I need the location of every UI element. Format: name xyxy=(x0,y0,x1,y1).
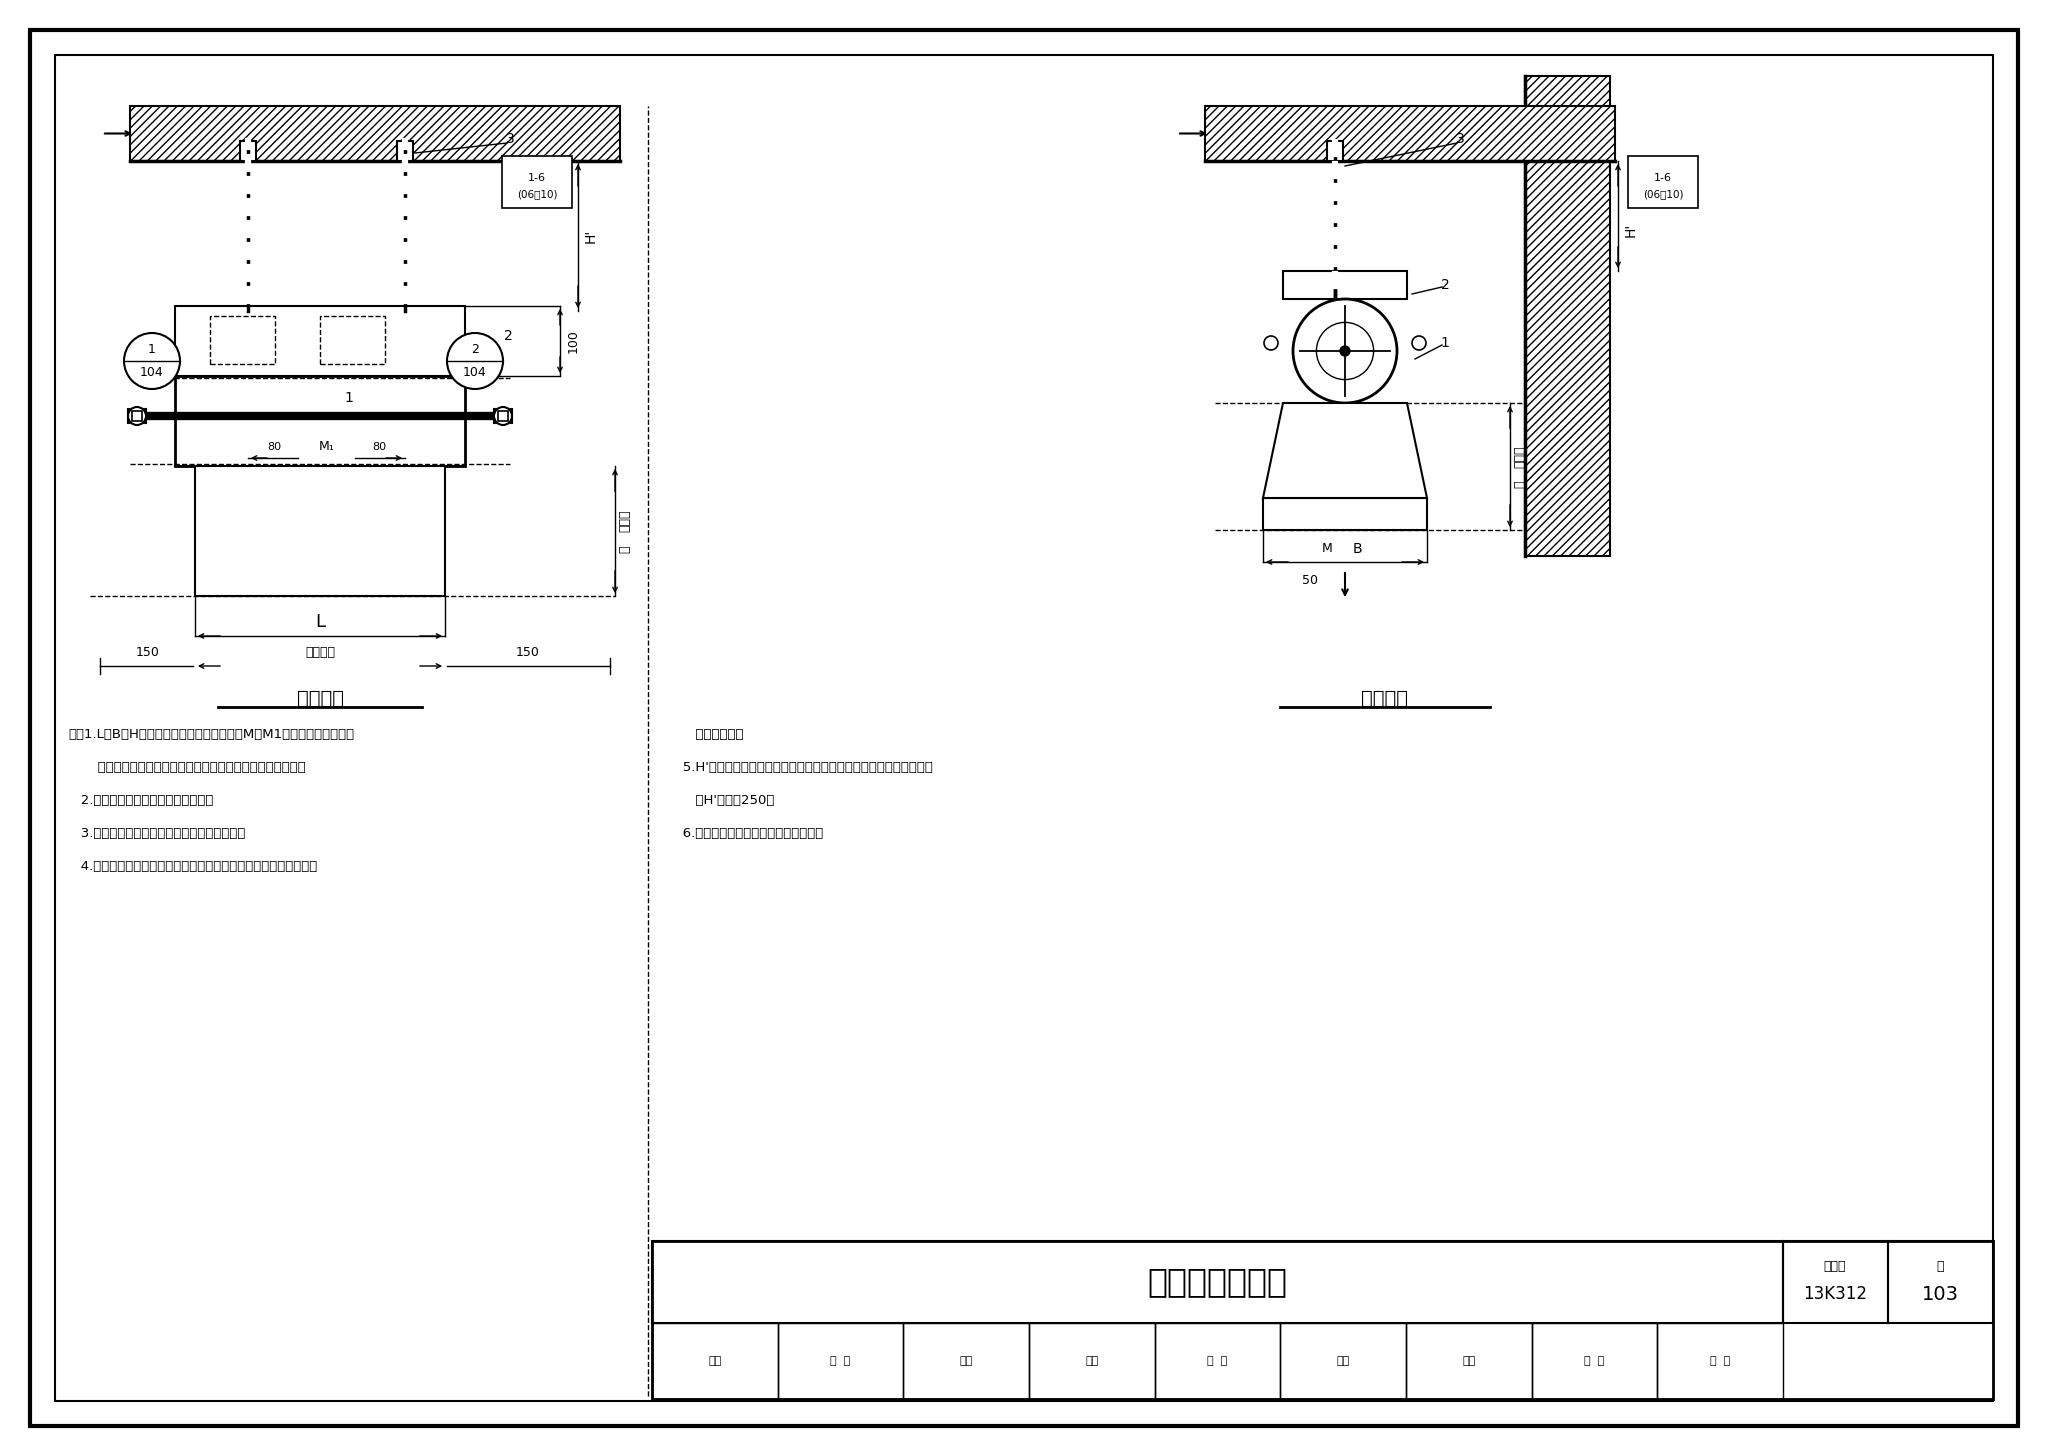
Bar xyxy=(319,316,385,364)
Text: 1-6: 1-6 xyxy=(1655,173,1671,183)
Text: 成  藻: 成 藻 xyxy=(1710,1356,1731,1366)
Text: 图集号: 图集号 xyxy=(1825,1259,1845,1273)
Bar xyxy=(211,316,274,364)
Text: 100: 100 xyxy=(567,329,580,352)
Text: 2: 2 xyxy=(471,344,479,357)
Bar xyxy=(498,411,508,421)
Text: B: B xyxy=(1352,542,1362,556)
Circle shape xyxy=(494,408,512,425)
Bar xyxy=(1888,1241,1993,1324)
Text: H': H' xyxy=(1624,223,1638,237)
Bar xyxy=(1282,271,1407,298)
Bar xyxy=(397,141,414,162)
Text: 1-6: 1-6 xyxy=(528,173,547,183)
Text: 悬吊安装（一）: 悬吊安装（一） xyxy=(1147,1265,1288,1299)
Text: 150: 150 xyxy=(135,646,160,660)
Text: 5.H'为机组顶部与梁（屋面板、楼板）底的距离，由工程设计确定，: 5.H'为机组顶部与梁（屋面板、楼板）底的距离，由工程设计确定， xyxy=(670,761,934,775)
Text: 80: 80 xyxy=(373,443,387,451)
Bar xyxy=(1526,76,1610,556)
Circle shape xyxy=(1339,347,1350,357)
Bar xyxy=(1784,1241,1888,1324)
Text: 1: 1 xyxy=(1440,336,1450,349)
Bar xyxy=(903,1324,1028,1399)
Bar xyxy=(651,1241,1784,1324)
Text: 104: 104 xyxy=(139,365,164,379)
Bar xyxy=(651,1324,778,1399)
Bar xyxy=(502,156,571,208)
Text: 校对: 校对 xyxy=(1085,1356,1098,1366)
Text: 正立面图: 正立面图 xyxy=(297,689,344,708)
Text: 认识: 认识 xyxy=(1337,1356,1350,1366)
Text: 1: 1 xyxy=(344,392,352,405)
Circle shape xyxy=(1292,298,1397,403)
Bar xyxy=(778,1324,903,1399)
Text: 3: 3 xyxy=(1456,132,1464,146)
Text: 侧立面图: 侧立面图 xyxy=(1362,689,1409,708)
Bar xyxy=(1155,1324,1280,1399)
Bar xyxy=(127,409,145,424)
Text: 拉杆等方式。: 拉杆等方式。 xyxy=(670,728,743,741)
Text: 103: 103 xyxy=(1921,1284,1958,1303)
Bar xyxy=(1028,1324,1155,1399)
Bar xyxy=(1532,1324,1657,1399)
Bar xyxy=(1628,156,1698,208)
Bar xyxy=(195,466,444,596)
Text: 3: 3 xyxy=(506,132,514,146)
Bar xyxy=(240,141,256,162)
Text: 注：1.L、B、H分别为空气幕的长、宽、高，M、M1为空气幕固定螺栓相: 注：1.L、B、H分别为空气幕的长、宽、高，M、M1为空气幕固定螺栓相 xyxy=(68,728,354,741)
Text: 2: 2 xyxy=(1440,278,1450,293)
Text: 幅: 幅 xyxy=(618,545,631,553)
Bar xyxy=(174,306,465,376)
Bar xyxy=(1657,1324,1784,1399)
Text: 出入口: 出入口 xyxy=(618,510,631,533)
Text: 4.吊杆应采取防止晃动的措施，可根据施工现场情况，采用拉索、: 4.吊杆应采取防止晃动的措施，可根据施工现场情况，采用拉索、 xyxy=(68,860,317,874)
Text: H': H' xyxy=(584,229,598,243)
Text: (06、10): (06、10) xyxy=(516,189,557,199)
Text: 设计: 设计 xyxy=(1462,1356,1475,1366)
Text: 80: 80 xyxy=(266,443,281,451)
Text: 出入口宽: 出入口宽 xyxy=(305,646,336,660)
Text: 150: 150 xyxy=(516,646,539,660)
Text: 13K312: 13K312 xyxy=(1802,1286,1868,1303)
Bar xyxy=(1407,1324,1532,1399)
Bar xyxy=(1264,498,1427,530)
Bar xyxy=(494,409,512,424)
Text: 出入口: 出入口 xyxy=(1513,446,1526,467)
Bar xyxy=(174,376,465,466)
Bar xyxy=(129,106,621,162)
Text: 3.安装定位尺寸可根据现场情况作适当调整。: 3.安装定位尺寸可根据现场情况作适当调整。 xyxy=(68,827,246,840)
Text: M₁: M₁ xyxy=(319,441,334,453)
Text: 2: 2 xyxy=(504,329,512,344)
Text: 页: 页 xyxy=(1935,1259,1944,1273)
Circle shape xyxy=(446,333,504,389)
Text: 白  玲: 白 玲 xyxy=(829,1356,850,1366)
Circle shape xyxy=(125,333,180,389)
Text: 幅: 幅 xyxy=(1513,480,1526,488)
Bar xyxy=(651,1241,1993,1399)
Circle shape xyxy=(127,408,145,425)
Text: 1: 1 xyxy=(147,344,156,357)
Text: (06、10): (06、10) xyxy=(1642,189,1683,199)
Text: 对距离。其具体尺寸按工程设计所选用产品样本中的数据。: 对距离。其具体尺寸按工程设计所选用产品样本中的数据。 xyxy=(68,761,305,775)
Bar xyxy=(1280,1324,1407,1399)
Text: 沿岭: 沿岭 xyxy=(961,1356,973,1366)
Text: 6.是否装设隔振器，由工程设计确定。: 6.是否装设隔振器，由工程设计确定。 xyxy=(670,827,823,840)
Text: 2.本页安装方式也适用于卧式机型。: 2.本页安装方式也适用于卧式机型。 xyxy=(68,794,213,807)
Bar xyxy=(131,411,141,421)
Text: 成  藻: 成 藻 xyxy=(1585,1356,1606,1366)
Text: 审核: 审核 xyxy=(709,1356,721,1366)
Text: 且H'不小于250。: 且H'不小于250。 xyxy=(670,794,774,807)
Text: 付  诚: 付 诚 xyxy=(1208,1356,1227,1366)
Text: L: L xyxy=(315,613,326,630)
Text: 50: 50 xyxy=(1303,574,1319,587)
Text: M: M xyxy=(1321,543,1333,556)
Text: 104: 104 xyxy=(463,365,487,379)
Bar xyxy=(1204,106,1616,162)
Polygon shape xyxy=(1264,403,1427,498)
Bar xyxy=(1327,141,1343,162)
